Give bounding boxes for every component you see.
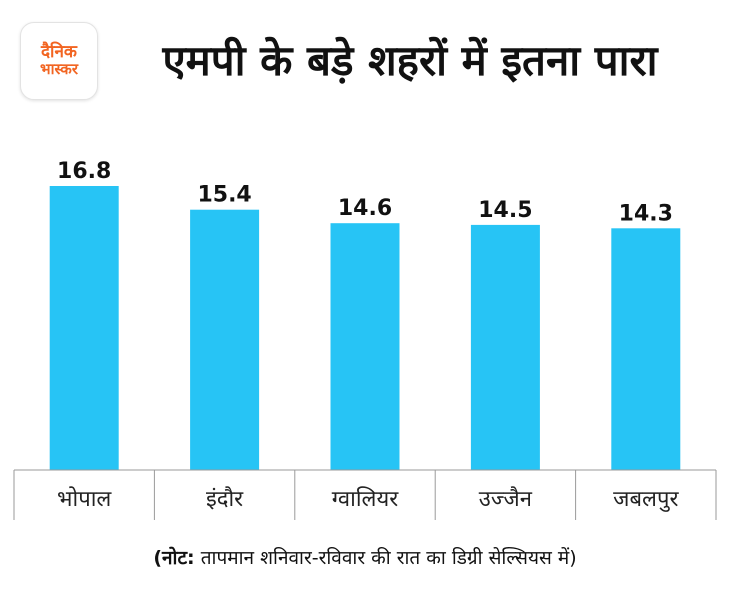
- category-label-4: उज्जैन: [479, 486, 533, 512]
- category-label-5: जबलपुर: [613, 487, 679, 512]
- bar-2: [190, 209, 260, 470]
- value-label-2: 15.4: [197, 183, 251, 208]
- bar-1: [49, 186, 119, 470]
- bar-3: [330, 223, 400, 470]
- value-labels-group: 16.8 15.4 14.6 14.5 14.3: [57, 159, 673, 226]
- footnote-prefix: (नोट:: [153, 547, 195, 569]
- footnote: (नोट: तापमान शनिवार-रविवार की रात का डिग…: [0, 544, 730, 570]
- value-label-5: 14.3: [619, 201, 673, 226]
- x-axis: भोपाल इंदौर ग्वालियर उज्जैन जबलपुर: [13, 469, 717, 520]
- value-label-3: 14.6: [338, 196, 392, 221]
- value-label-4: 14.5: [478, 198, 532, 223]
- dainik-bhaskar-logo: दैनिक भास्कर: [20, 22, 98, 100]
- bars-group: [49, 186, 681, 470]
- bar-4: [470, 224, 540, 470]
- category-label-3: ग्वालियर: [332, 486, 399, 512]
- logo-line-2: भास्कर: [40, 60, 78, 79]
- category-label-1: भोपाल: [57, 486, 112, 512]
- category-label-2: इंदौर: [206, 486, 244, 512]
- logo-line-1: दैनिक: [41, 42, 77, 63]
- chart-title: एमपी के बड़े शहरों में इतना पारा: [162, 36, 658, 85]
- bar-5: [611, 228, 681, 470]
- value-label-1: 16.8: [57, 159, 111, 184]
- footnote-text: तापमान शनिवार-रविवार की रात का डिग्री से…: [194, 547, 577, 569]
